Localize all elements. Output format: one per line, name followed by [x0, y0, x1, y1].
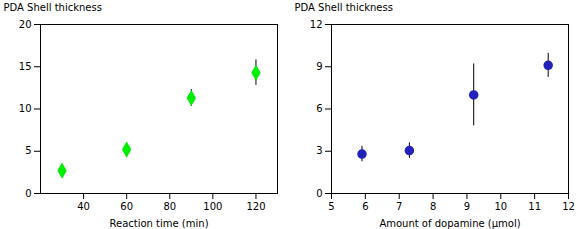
svg-text:0: 0 — [25, 188, 31, 199]
svg-text:7: 7 — [396, 201, 402, 212]
svg-text:9: 9 — [464, 201, 470, 212]
svg-text:100: 100 — [203, 201, 222, 212]
svg-text:PDA Shell thickness: PDA Shell thickness — [4, 2, 102, 13]
svg-text:12: 12 — [310, 19, 323, 30]
svg-text:120: 120 — [246, 201, 265, 212]
svg-text:60: 60 — [120, 201, 133, 212]
svg-text:8: 8 — [430, 201, 436, 212]
svg-text:5: 5 — [25, 145, 31, 156]
svg-text:12: 12 — [562, 201, 575, 212]
svg-text:0: 0 — [316, 188, 322, 199]
svg-text:10: 10 — [494, 201, 507, 212]
svg-text:9: 9 — [316, 61, 322, 72]
svg-text:6: 6 — [362, 201, 368, 212]
svg-text:15: 15 — [19, 61, 32, 72]
svg-text:20: 20 — [19, 19, 32, 30]
svg-text:40: 40 — [77, 201, 90, 212]
svg-text:PDA Shell thickness: PDA Shell thickness — [295, 2, 393, 13]
svg-text:5: 5 — [328, 201, 334, 212]
svg-text:6: 6 — [316, 103, 322, 114]
svg-text:3: 3 — [316, 145, 322, 156]
svg-text:80: 80 — [163, 201, 176, 212]
svg-text:Reaction time (min): Reaction time (min) — [109, 218, 208, 229]
svg-text:11: 11 — [528, 201, 541, 212]
svg-text:10: 10 — [19, 103, 32, 114]
svg-text:Amount of dopamine (μmol): Amount of dopamine (μmol) — [379, 218, 520, 229]
